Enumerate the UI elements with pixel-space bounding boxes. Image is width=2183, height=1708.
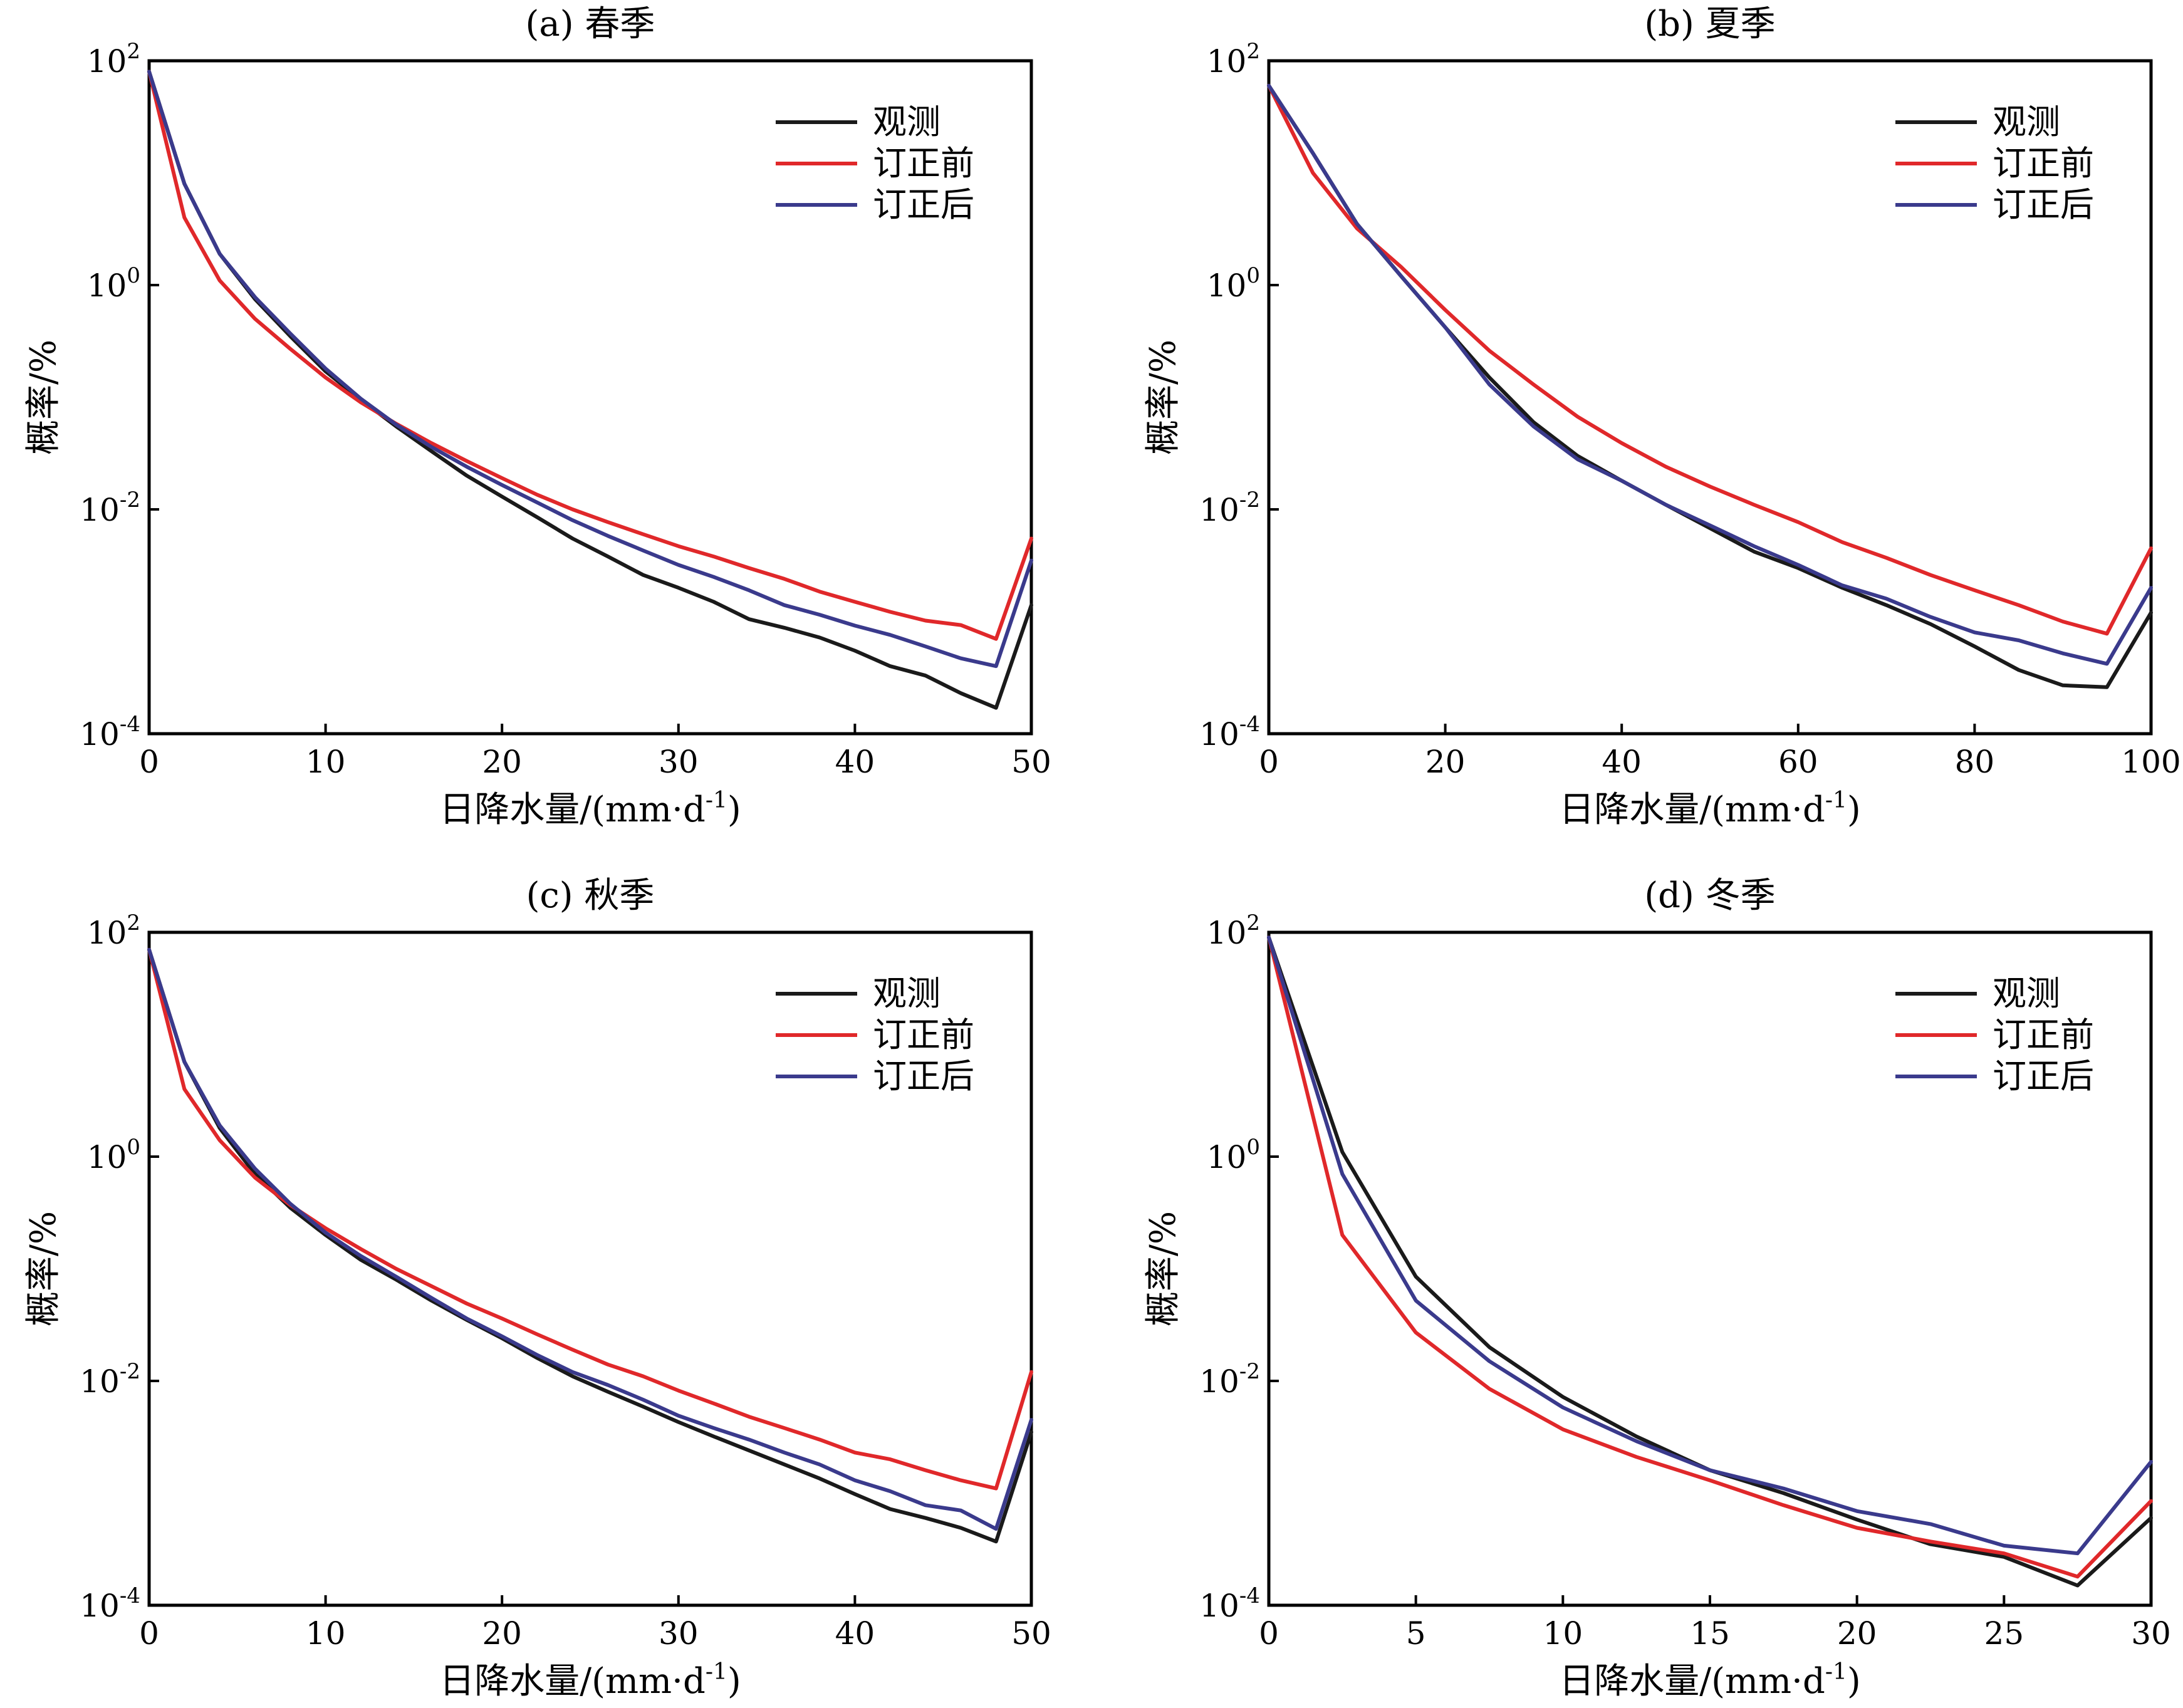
x-axis-label: 日降水量/(mm·d-1) xyxy=(1559,1659,1861,1702)
plot-frame xyxy=(147,59,1033,736)
x-tick-label: 40 xyxy=(835,1615,875,1652)
series-line-3 xyxy=(1267,83,2153,666)
y-tick-label: 102 xyxy=(87,39,140,80)
x-tick-label: 0 xyxy=(139,1615,159,1652)
chart-panel-4: (d) 冬季 0 5 10 15 20 25 30 102 100 10-2 10-4 日降水量/(mm… xyxy=(1143,875,2171,1702)
x-tick-label: 20 xyxy=(1837,1615,1877,1652)
x-tick-label: 30 xyxy=(659,744,699,780)
series-line-1 xyxy=(147,70,1033,710)
legend-label: 订正前 xyxy=(873,1015,974,1054)
x-tick-label: 50 xyxy=(1011,1615,1051,1652)
x-tick-label: 20 xyxy=(482,744,522,780)
y-tick-label: 10-2 xyxy=(1199,1359,1260,1400)
legend-label: 订正后 xyxy=(1993,185,2094,224)
series-line-3 xyxy=(1267,935,2153,1556)
x-tick-label: 20 xyxy=(1425,744,1466,780)
legend-label: 订正前 xyxy=(1993,143,2094,183)
y-tick-label: 10-2 xyxy=(80,1359,140,1400)
legend-label: 观测 xyxy=(873,974,940,1013)
y-axis-label: 概率/% xyxy=(1143,1211,1184,1326)
x-tick-label: 0 xyxy=(1259,744,1279,780)
plot-frame xyxy=(1267,59,2153,736)
y-tick-label: 100 xyxy=(87,1135,140,1175)
chart-panel-2: (b) 夏季 0 20 40 60 80 100 102 100 10-2 10-4 日降水量/(mm… xyxy=(1143,4,2181,830)
legend-label: 订正后 xyxy=(873,185,974,224)
x-tick-label: 80 xyxy=(1955,744,1995,780)
x-tick-label: 50 xyxy=(1011,744,1051,780)
y-tick-label: 10-2 xyxy=(80,487,140,528)
y-tick-label: 10-4 xyxy=(80,1583,140,1624)
y-tick-label: 10-2 xyxy=(1199,487,1260,528)
panel-title: (b) 夏季 xyxy=(1644,4,1775,44)
legend-label: 观测 xyxy=(1993,102,2060,142)
y-tick-label: 10-4 xyxy=(80,712,140,752)
plot-frame xyxy=(147,930,1033,1607)
y-tick-label: 102 xyxy=(1207,39,1260,80)
panel-title: (a) 春季 xyxy=(526,4,655,44)
legend-label: 观测 xyxy=(873,102,940,142)
x-axis-label: 日降水量/(mm·d-1) xyxy=(439,788,741,830)
legend-label: 订正前 xyxy=(873,143,974,183)
x-tick-label: 60 xyxy=(1778,744,1818,780)
x-tick-label: 10 xyxy=(1543,1615,1583,1652)
series-line-3 xyxy=(147,947,1033,1531)
x-tick-label: 10 xyxy=(306,1615,346,1652)
y-tick-label: 102 xyxy=(1207,910,1260,951)
legend-label: 订正后 xyxy=(873,1056,974,1096)
y-axis-label: 概率/% xyxy=(23,340,64,455)
x-tick-label: 10 xyxy=(306,744,346,780)
legend-label: 观测 xyxy=(1993,974,2060,1013)
legend-label: 订正后 xyxy=(1993,1056,2094,1096)
y-tick-label: 100 xyxy=(87,263,140,304)
y-tick-label: 10-4 xyxy=(1199,1583,1260,1624)
series-line-2 xyxy=(147,70,1033,641)
chart-panel-1: (a) 春季 0 10 20 30 40 50 102 100 10-2 10-4 日降水量/(mm·… xyxy=(23,4,1051,830)
x-tick-label: 30 xyxy=(659,1615,699,1652)
y-tick-label: 102 xyxy=(87,910,140,951)
y-axis-label: 概率/% xyxy=(1143,340,1184,455)
x-tick-label: 30 xyxy=(2131,1615,2171,1652)
x-tick-label: 100 xyxy=(2121,744,2180,780)
panel-title: (d) 冬季 xyxy=(1644,875,1775,916)
x-tick-label: 0 xyxy=(1259,1615,1279,1652)
series-line-1 xyxy=(147,947,1033,1544)
x-tick-label: 25 xyxy=(1984,1615,2024,1652)
x-tick-label: 40 xyxy=(1602,744,1642,780)
legend-label: 订正前 xyxy=(1993,1015,2094,1054)
x-tick-label: 40 xyxy=(835,744,875,780)
x-tick-label: 0 xyxy=(139,744,159,780)
panel-title: (c) 秋季 xyxy=(526,875,655,916)
x-tick-label: 5 xyxy=(1406,1615,1426,1652)
y-tick-label: 100 xyxy=(1207,1135,1260,1175)
y-tick-label: 10-4 xyxy=(1199,712,1260,752)
chart-panel-3: (c) 秋季 0 10 20 30 40 50 102 100 10-2 10-4 日降水量/(mm·… xyxy=(23,875,1051,1702)
x-axis-label: 日降水量/(mm·d-1) xyxy=(1559,788,1861,830)
x-axis-label: 日降水量/(mm·d-1) xyxy=(439,1659,741,1702)
series-line-3 xyxy=(147,70,1033,669)
y-tick-label: 100 xyxy=(1207,263,1260,304)
y-axis-label: 概率/% xyxy=(23,1211,64,1326)
series-line-2 xyxy=(1267,935,2153,1579)
x-tick-label: 20 xyxy=(482,1615,522,1652)
x-tick-label: 15 xyxy=(1690,1615,1730,1652)
series-line-2 xyxy=(1267,83,2153,636)
